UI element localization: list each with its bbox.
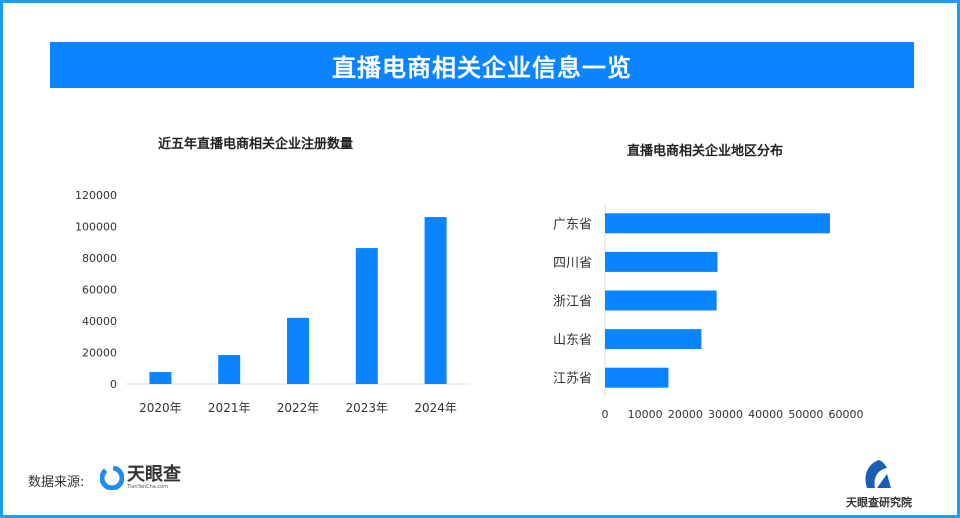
x-tick-label: 40000 bbox=[748, 408, 783, 421]
bar-2021年 bbox=[218, 355, 241, 384]
bar-2020年 bbox=[149, 372, 172, 384]
bar-2024年 bbox=[424, 217, 447, 384]
tianyancha-logo: 天眼查 TianYanCha.com bbox=[100, 466, 181, 490]
x-tick-label: 60000 bbox=[829, 408, 864, 421]
x-tick-label: 50000 bbox=[788, 408, 823, 421]
y-tick-label: 山东省 bbox=[553, 333, 592, 348]
y-tick-label: 60000 bbox=[82, 284, 117, 297]
x-tick-label: 2021年 bbox=[208, 401, 251, 415]
y-tick-label: 四川省 bbox=[553, 256, 592, 271]
y-tick-label: 广东省 bbox=[553, 217, 592, 232]
y-tick-label: 江苏省 bbox=[553, 371, 592, 387]
research-institute-logo: 天眼查研究院 bbox=[846, 458, 912, 510]
x-tick-label: 2023年 bbox=[346, 401, 389, 415]
logo-text: 天眼查 bbox=[127, 464, 181, 485]
x-tick-label: 30000 bbox=[708, 408, 743, 421]
logo-subtext: TianYanCha.com bbox=[127, 484, 169, 490]
bar-浙江省 bbox=[605, 290, 717, 311]
x-tick-label: 2024年 bbox=[414, 401, 457, 415]
y-tick-label: 浙江省 bbox=[553, 295, 592, 310]
mountain-logo-icon bbox=[865, 460, 891, 488]
x-tick-label: 2022年 bbox=[277, 401, 320, 415]
brand-text: 天眼查研究院 bbox=[846, 496, 912, 509]
bar-2023年 bbox=[355, 248, 378, 384]
source-label: 数据来源: bbox=[28, 475, 85, 490]
left-chart-title: 近五年直播电商相关企业注册数量 bbox=[158, 137, 354, 152]
bar-山东省 bbox=[605, 329, 702, 350]
bar-四川省 bbox=[605, 251, 718, 272]
tianyancha-logo-icon bbox=[100, 466, 124, 490]
bar-广东省 bbox=[605, 213, 830, 234]
y-tick-label: 0 bbox=[110, 378, 117, 391]
right-chart-title: 直播电商相关企业地区分布 bbox=[627, 144, 784, 159]
bar-2022年 bbox=[287, 317, 309, 384]
y-tick-label: 80000 bbox=[82, 252, 117, 265]
x-tick-label: 2020年 bbox=[139, 401, 182, 415]
y-tick-label: 20000 bbox=[82, 347, 117, 360]
bar-江苏省 bbox=[605, 367, 669, 388]
x-tick-label: 10000 bbox=[628, 408, 663, 421]
x-tick-label: 20000 bbox=[668, 408, 703, 421]
page-title: 直播电商相关企业信息一览 bbox=[50, 42, 914, 88]
y-tick-label: 100000 bbox=[75, 221, 117, 234]
x-tick-label: 0 bbox=[602, 408, 609, 421]
y-tick-label: 120000 bbox=[75, 189, 117, 202]
y-tick-label: 40000 bbox=[82, 315, 117, 328]
